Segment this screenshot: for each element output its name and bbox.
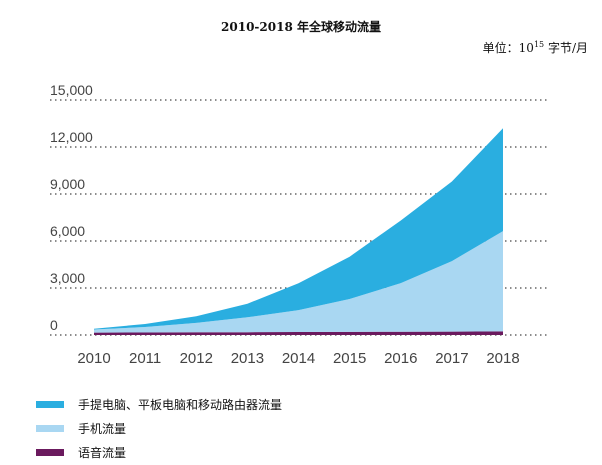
legend-swatch-laptop (36, 400, 64, 408)
legend-item-phone: 手机流量 (36, 416, 282, 440)
area-series-1 (94, 231, 503, 333)
legend-label-voice: 语音流量 (78, 445, 127, 460)
y-axis-labels: 0 3,000 6,000 9,000 12,000 15,000 (50, 82, 93, 333)
x-tick-label: 2010 (77, 350, 110, 367)
y-tick-label: 12,000 (50, 129, 93, 145)
x-tick-label: 2017 (435, 350, 468, 367)
x-tick-label: 2012 (180, 350, 213, 367)
area-series-2 (94, 128, 503, 330)
unit-suffix: 字节/月 (544, 41, 588, 55)
legend-swatch-phone (36, 424, 64, 432)
unit-exponent: 15 (533, 40, 545, 49)
legend-item-laptop: 手提电脑、平板电脑和移动路由器流量 (36, 392, 282, 416)
y-tick-label: 0 (50, 317, 58, 333)
x-tick-label: 2011 (129, 350, 161, 367)
x-tick-label: 2018 (486, 350, 519, 367)
area-series (94, 128, 503, 335)
legend-label-laptop: 手提电脑、平板电脑和移动路由器流量 (78, 397, 283, 412)
x-tick-label: 2013 (231, 350, 264, 367)
y-tick-label: 9,000 (50, 176, 85, 192)
y-tick-label: 6,000 (50, 223, 85, 239)
area-series-0 (94, 331, 503, 335)
unit-label: 单位：1015 字节/月 (483, 39, 588, 56)
y-tick-label: 3,000 (50, 270, 85, 286)
chart-title: 2010-2018 年全球移动流量 (221, 20, 381, 34)
legend: 手提电脑、平板电脑和移动路由器流量 手机流量 语音流量 (36, 392, 282, 464)
unit-prefix: 单位：10 (482, 41, 534, 55)
legend-item-voice: 语音流量 (36, 440, 282, 464)
x-tick-label: 2015 (333, 350, 366, 367)
x-tick-label: 2014 (282, 350, 315, 367)
y-tick-label: 15,000 (50, 82, 93, 98)
x-axis-labels: 2010 2011 2012 2013 2014 2015 2016 2017 2018 (77, 350, 519, 367)
x-tick-label: 2016 (384, 350, 417, 367)
legend-label-phone: 手机流量 (78, 421, 127, 436)
legend-swatch-voice (36, 448, 64, 456)
